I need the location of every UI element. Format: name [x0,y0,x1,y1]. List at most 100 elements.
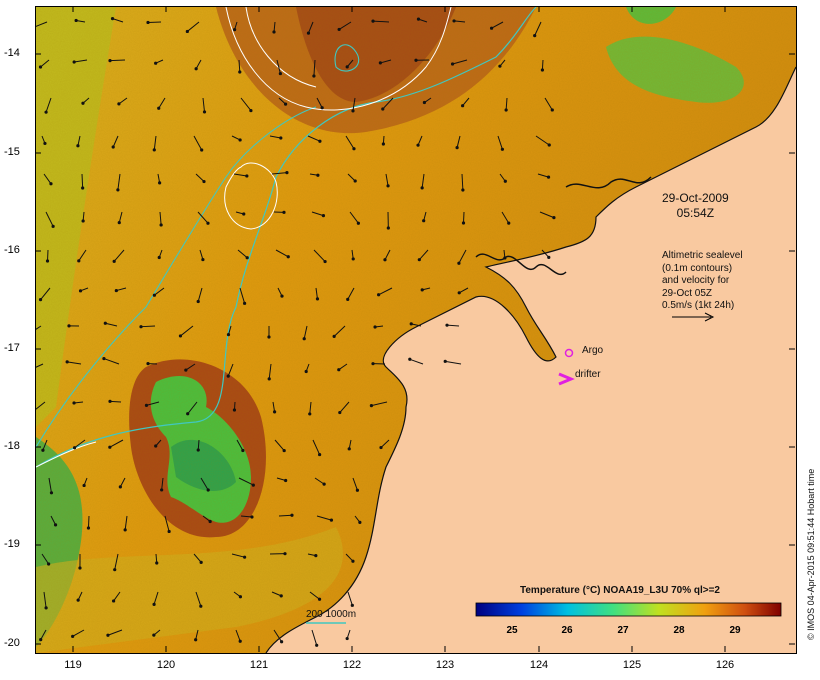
velocity-arrow [333,325,346,337]
velocity-arrow [461,173,464,191]
velocity-arrow [303,325,308,339]
velocity-arrowhead [317,597,322,601]
velocity-arrow [159,211,162,225]
colorbar-tick: 28 [673,625,685,636]
velocity-arrowhead [345,65,349,69]
velocity-arrowhead [540,68,545,72]
velocity-arrow [446,324,460,327]
velocity-arrow [534,21,542,36]
velocity-arrowhead [352,147,356,151]
legend-line: (0.1m contours) [662,262,733,274]
velocity-arrow [40,59,50,68]
velocity-arrow [36,401,46,410]
velocity-arrowhead [106,633,110,637]
velocity-arrowhead [351,559,355,563]
velocity-arrowhead [116,188,120,192]
velocity-arrowhead [185,29,189,34]
velocity-arrow [311,629,318,646]
velocity-arrow [153,135,157,150]
velocity-arrow [105,322,118,327]
velocity-arrowhead [383,258,387,262]
velocity-arrow [352,477,358,491]
velocity-arrowhead [65,360,69,364]
velocity-arrowhead [238,138,242,142]
legend-line: 29-Oct 05Z [662,287,713,299]
velocity-arrowhead [452,19,456,23]
velocity-arrowhead [81,101,85,105]
velocity-arrowhead [386,184,390,188]
velocity-arrowhead [114,288,118,293]
velocity-arrowhead [371,19,375,23]
velocity-arrowhead [503,179,507,183]
velocity-arrow [349,211,359,224]
velocity-arrowhead [417,258,421,262]
velocity-arrowhead [283,102,288,106]
velocity-arrowhead [194,638,198,642]
velocity-arrow [77,135,81,146]
land-mass [266,7,796,653]
velocity-arrow [36,363,44,368]
velocity-arrowhead [461,221,466,225]
velocity-arrowhead [332,334,336,338]
velocity-arrow [497,135,503,150]
velocity-arrowhead [547,255,551,259]
velocity-arrow [231,553,245,558]
velocity-arrowhead [202,179,206,184]
velocity-arrow [378,287,393,296]
velocity-arrow [352,97,356,111]
velocity-arrowhead [49,491,54,495]
velocity-arrowhead [350,603,354,607]
velocity-arrowhead [443,359,447,363]
velocity-arrowhead [74,18,78,23]
velocity-arrow [36,325,42,330]
velocity-arrowhead [152,293,156,297]
velocity-arrowhead [306,31,311,35]
velocity-arrowhead [199,604,203,608]
velocity-arrowhead [160,488,164,492]
coastline [265,66,796,653]
velocity-arrow [197,439,200,451]
velocity-arrow [197,211,209,224]
velocity-arrow [43,591,47,608]
velocity-arrow [454,20,466,23]
velocity-arrowhead [498,64,502,68]
velocity-arrowhead [461,104,465,108]
velocity-arrowhead [316,173,320,177]
velocity-arrow [278,514,293,517]
colorbar-title: Temperature (°C) NOAA19_L3U 70% ql>=2 [520,585,720,596]
velocity-arrow [112,18,124,23]
sst-map[interactable] [35,6,797,654]
velocity-arrow [109,439,124,448]
velocity-arrowhead [279,594,283,598]
velocity-arrowhead [249,108,253,113]
velocity-arrowhead [322,482,326,486]
velocity-arrowhead [53,523,58,527]
velocity-arrowhead [146,362,150,366]
velocity-arrow [199,249,204,260]
drifter-label: drifter [575,369,601,380]
velocity-arrow [200,477,209,491]
velocity-arrowhead [196,299,200,304]
velocity-arrowhead [178,334,183,338]
velocity-arrow [345,135,355,149]
velocity-arrowhead [110,17,115,21]
velocity-arrow [269,135,281,139]
velocity-arrow [164,515,170,532]
velocity-arrowhead [461,188,465,192]
velocity-arrowhead [194,67,198,71]
velocity-arrowhead [280,640,284,644]
velocity-arrow [452,59,468,65]
velocity-arrowhead [314,554,318,558]
velocity-arrowhead [158,181,162,185]
velocity-arrow [161,477,164,490]
velocity-arrow [193,135,203,151]
velocity-arrowhead [284,478,288,483]
velocity-arrowhead [450,62,455,66]
velocity-arrow [384,249,391,261]
velocity-arrowhead [408,357,412,361]
velocity-arrowhead [381,107,385,111]
date-label: 29-Oct-2009 05:54Z [662,191,729,221]
lat-label: -14 [4,47,20,59]
velocity-arrow [271,591,282,597]
velocity-arrowhead [118,485,122,489]
